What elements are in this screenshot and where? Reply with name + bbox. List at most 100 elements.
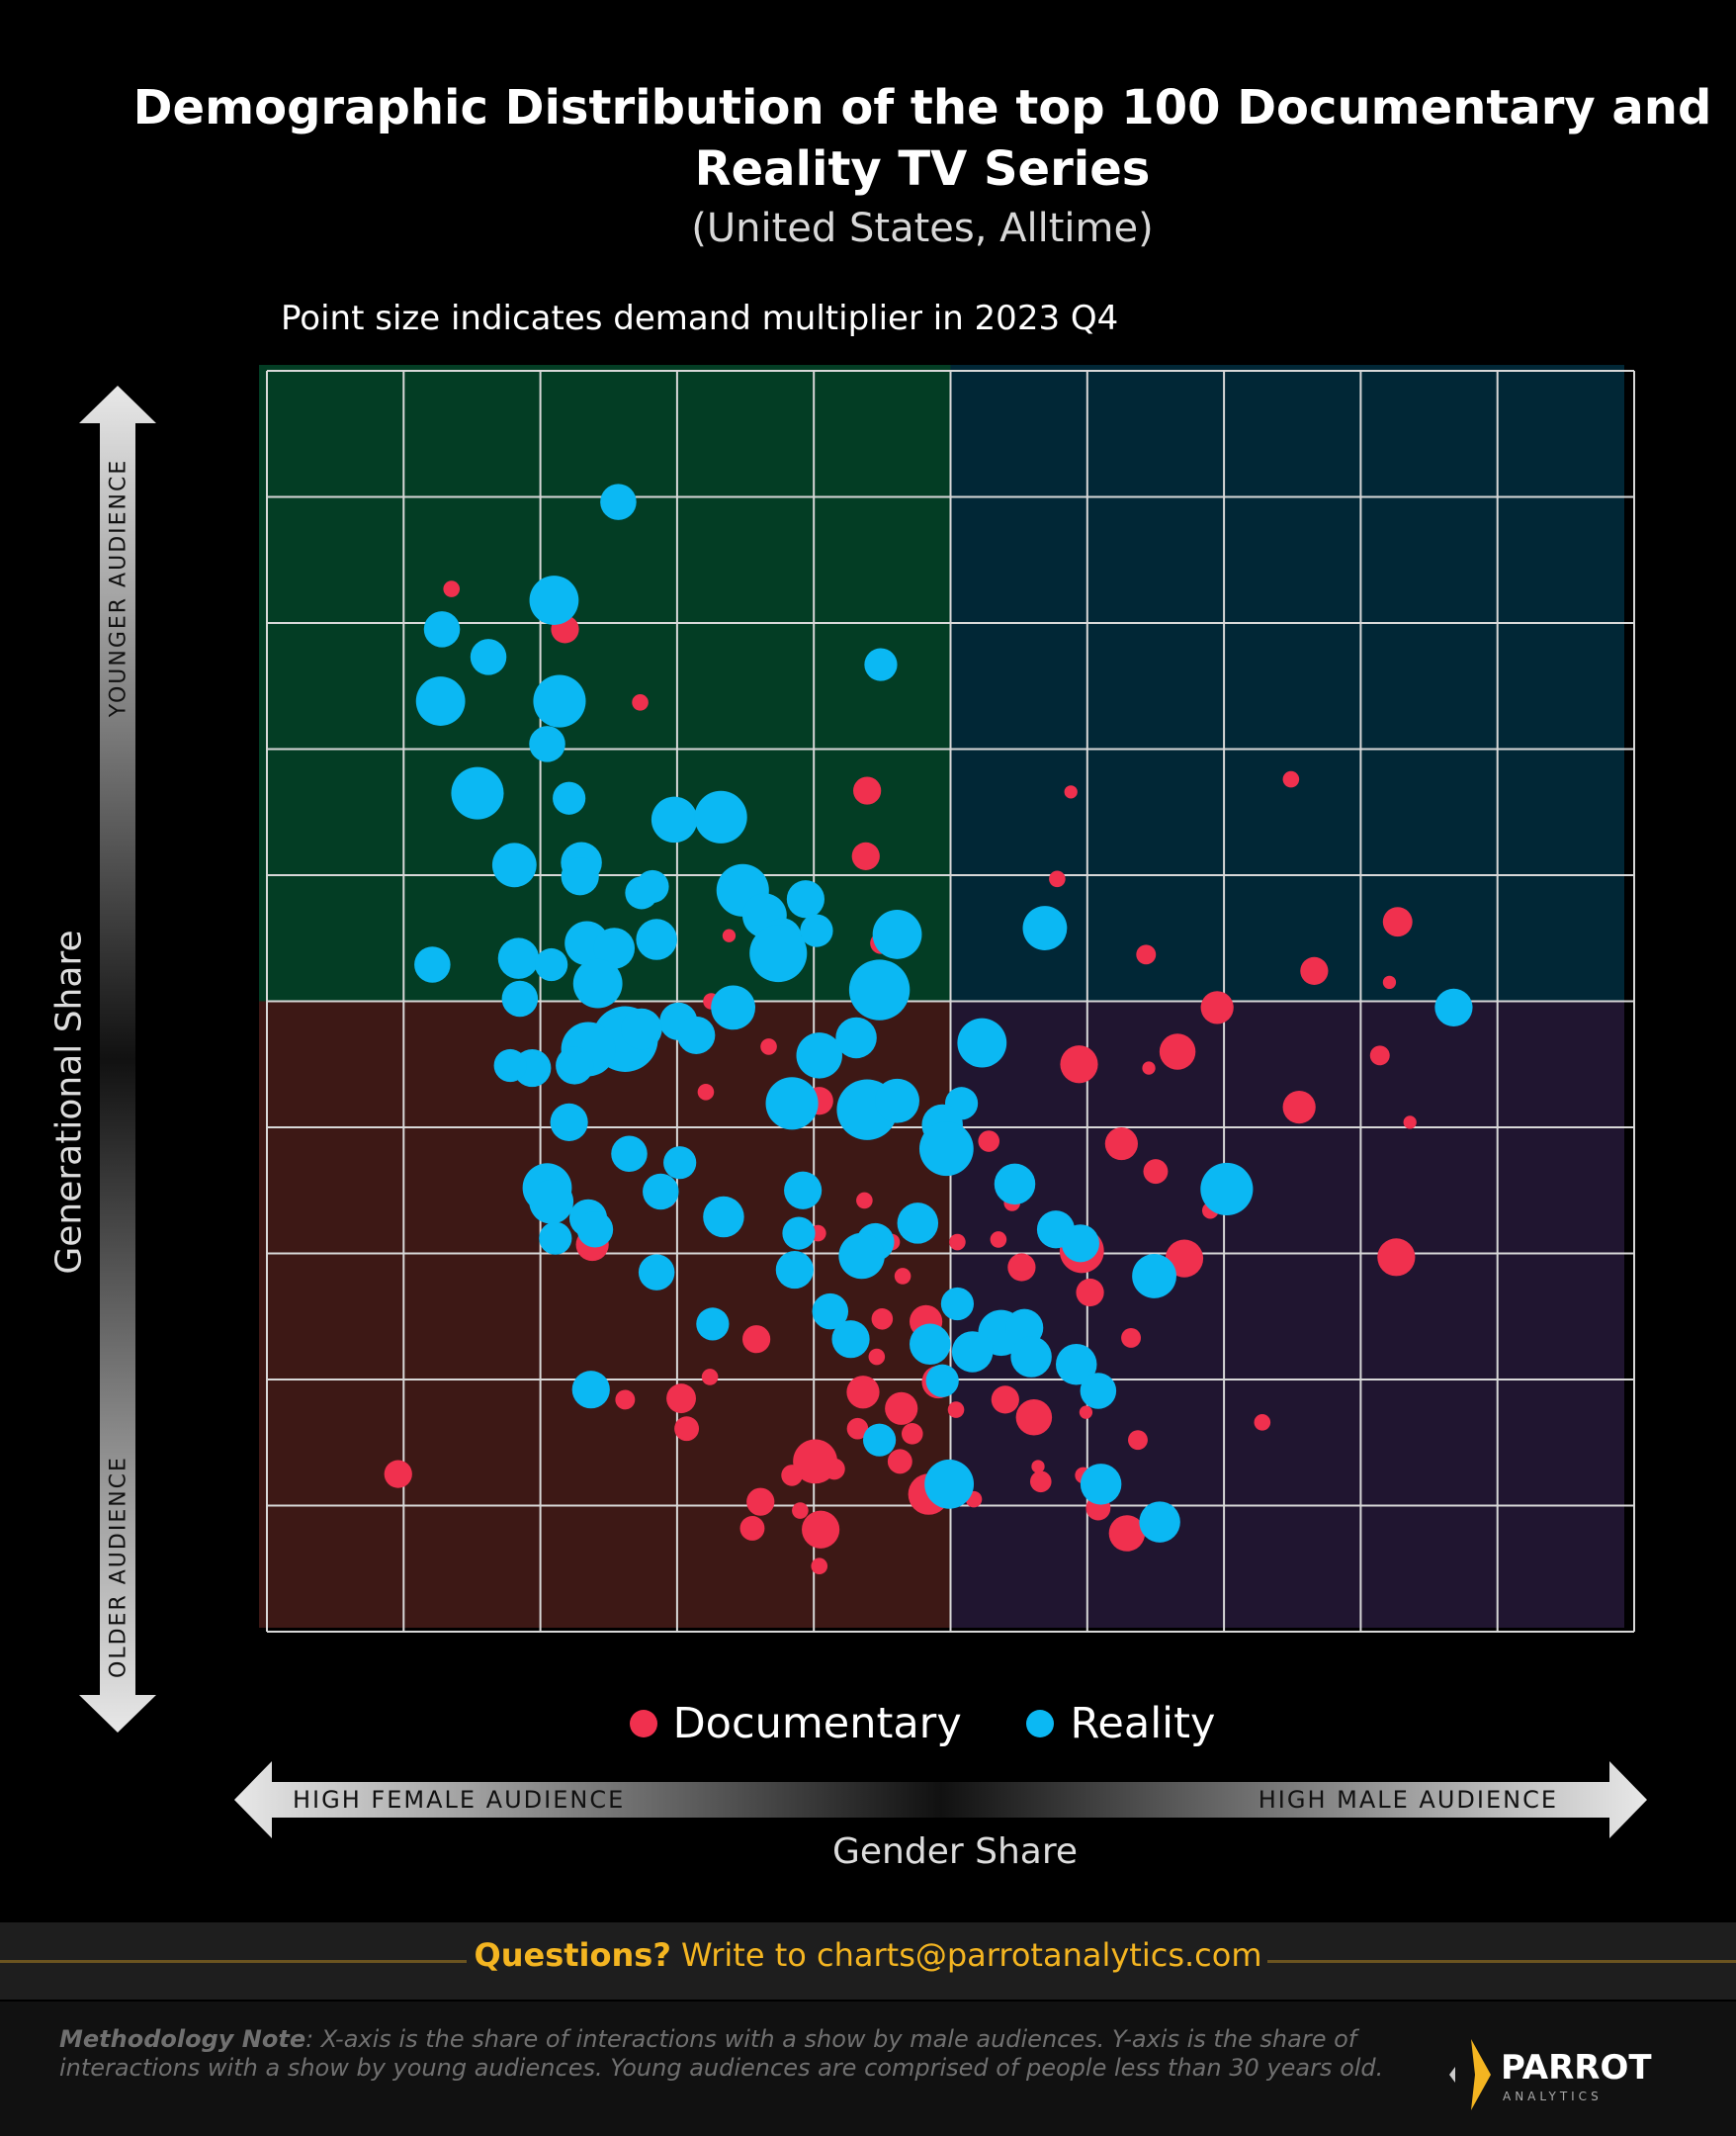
documentary-point — [824, 1458, 845, 1480]
reality-point — [775, 1250, 814, 1290]
documentary-point — [856, 1192, 873, 1209]
logo-name: PARROT — [1501, 2048, 1652, 2088]
quadrant-top-left — [259, 365, 951, 1002]
reality-point — [812, 1292, 849, 1330]
chart-title: Demographic Distribution of the top 100 … — [0, 77, 1736, 200]
reality-point — [786, 880, 825, 919]
reality-point — [862, 1423, 897, 1457]
reality-point — [414, 946, 451, 983]
documentary-point — [1104, 1126, 1138, 1161]
documentary-point — [1382, 907, 1413, 937]
reality-point — [831, 1320, 870, 1359]
documentary-point — [1064, 785, 1078, 799]
quadrant-bottom-right — [950, 1001, 1624, 1628]
documentary-point — [991, 1385, 1019, 1414]
documentary-point — [802, 1510, 840, 1549]
reality-point — [711, 985, 756, 1030]
reality-point — [556, 1046, 594, 1085]
reality-point — [1132, 1254, 1176, 1298]
documentary-point — [1136, 944, 1157, 965]
quadrant-backgrounds — [259, 365, 1624, 1628]
documentary-point — [846, 1417, 869, 1440]
documentary-point — [1121, 1327, 1142, 1348]
documentary-point — [674, 1416, 700, 1442]
reality-point — [529, 726, 565, 762]
reality-point — [782, 1216, 816, 1250]
y-high-label: YOUNGER AUDIENCE — [106, 458, 131, 718]
documentary-point — [1159, 1033, 1196, 1070]
documentary-point — [947, 1401, 965, 1418]
documentary-point — [1076, 1278, 1104, 1307]
documentary-point — [990, 1231, 1007, 1248]
questions-bar: Questions? Write to charts@parrotanalyti… — [0, 1922, 1736, 2000]
documentary-point — [1369, 1045, 1390, 1066]
reality-point — [501, 980, 539, 1018]
methodology-label: Methodology Note — [59, 2025, 306, 2053]
documentary-point — [1049, 870, 1066, 888]
y-low-label: OLDER AUDIENCE — [106, 1456, 131, 1678]
scatter-plot — [79, 365, 1647, 1838]
documentary-point — [1200, 991, 1234, 1024]
reality-point — [800, 914, 833, 947]
reality-point — [897, 1202, 939, 1244]
documentary-point — [1165, 1239, 1204, 1278]
logo-sub: ANALYTICS — [1503, 2090, 1603, 2103]
documentary-point — [1108, 1515, 1146, 1552]
documentary-point — [901, 1423, 923, 1445]
reality-point — [529, 576, 579, 625]
reality-point — [1061, 1224, 1099, 1263]
documentary-point — [885, 1391, 918, 1425]
reality-point — [677, 1016, 716, 1055]
reality-point — [924, 1459, 975, 1509]
documentary-point — [1060, 1045, 1098, 1084]
documentary-point — [1029, 1470, 1052, 1493]
reality-point — [1200, 1162, 1254, 1216]
documentary-point — [853, 776, 882, 805]
chart-title-line1: Demographic Distribution of the top 100 … — [132, 80, 1712, 135]
reality-point — [533, 674, 586, 728]
reality-point — [561, 857, 599, 896]
reality-swatch — [1026, 1710, 1055, 1737]
reality-point — [994, 1163, 1036, 1205]
legend-item-documentary[interactable]: Documentary — [629, 1699, 962, 1748]
documentary-point — [760, 1038, 777, 1055]
reality-point — [571, 1371, 610, 1409]
reality-point — [703, 1196, 744, 1238]
reality-point — [651, 796, 698, 844]
reality-point — [918, 1121, 974, 1177]
reality-point — [875, 1078, 919, 1123]
documentary-point — [851, 842, 880, 870]
reality-point — [957, 1018, 1007, 1068]
legend-item-reality[interactable]: Reality — [1026, 1699, 1215, 1748]
reality-point — [925, 1364, 959, 1397]
reality-point — [1434, 988, 1473, 1026]
reality-point — [600, 484, 637, 520]
reality-point — [470, 639, 507, 675]
reality-point — [694, 790, 747, 844]
reality-point — [539, 1221, 572, 1255]
documentary-point — [1282, 1091, 1316, 1124]
documentary-point — [615, 1389, 636, 1410]
documentary-point — [811, 1558, 828, 1574]
reality-point — [491, 843, 537, 888]
documentary-point — [1007, 1253, 1036, 1282]
size-note: Point size indicates demand multiplier i… — [281, 299, 1119, 338]
documentary-point — [666, 1383, 696, 1414]
documentary-point — [1382, 975, 1397, 990]
reality-point — [529, 1179, 574, 1224]
reality-point — [796, 1032, 842, 1079]
contact-email[interactable]: Write to charts@parrotanalytics.com — [670, 1936, 1262, 1974]
documentary-point — [384, 1460, 412, 1488]
documentary-point — [949, 1233, 966, 1251]
reality-point — [1080, 1373, 1117, 1409]
y-axis-arrow — [79, 386, 156, 1733]
x-high-label: HIGH MALE AUDIENCE — [1258, 1786, 1558, 1814]
reality-point — [638, 1254, 675, 1290]
reality-point — [493, 1048, 527, 1083]
x-axis-arrow — [234, 1761, 1647, 1838]
reality-point — [696, 1307, 730, 1341]
x-low-label: HIGH FEMALE AUDIENCE — [293, 1786, 626, 1814]
reality-point — [593, 928, 636, 969]
reality-point — [1080, 1464, 1122, 1505]
documentary-point — [1142, 1061, 1156, 1075]
